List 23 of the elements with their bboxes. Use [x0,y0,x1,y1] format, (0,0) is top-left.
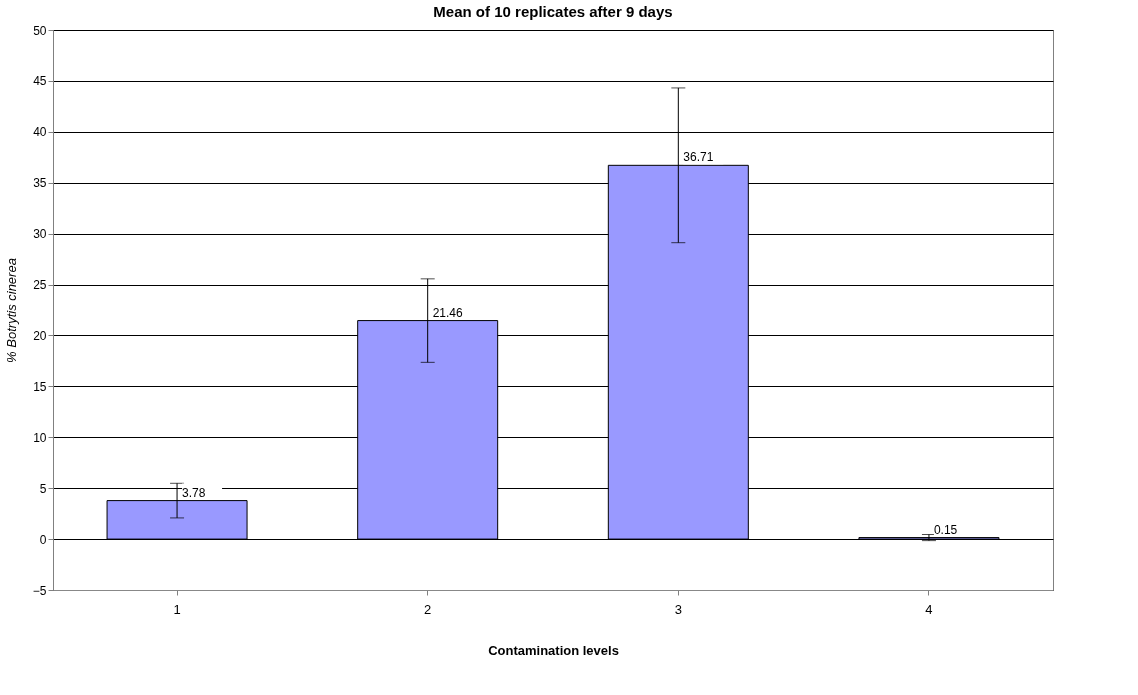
y-tick-label: 25 [33,278,47,293]
y-tick-label: 40 [33,125,47,140]
x-tick-label: 3 [674,601,682,617]
data-label: 0.15 [933,522,958,537]
x-axis-title: Contamination levels [488,642,619,658]
y-tick-label: 10 [33,430,47,445]
y-axis-title: % Botrytis cinerea [3,258,19,363]
chart-title: Mean of 10 replicates after 9 days [433,3,673,20]
data-label: 3.78 [182,485,206,500]
y-tick-label: 15 [33,379,47,394]
y-tick-label: −5 [32,583,47,598]
y-tick-label: 45 [33,74,47,89]
y-tick-label: 0 [39,532,47,547]
y-tick-label: 50 [33,23,47,38]
x-tick-label: 4 [925,601,933,617]
y-tick-label: 35 [33,176,47,191]
y-tick-label: 20 [33,328,47,343]
data-label: 21.46 [432,305,464,320]
y-tick-label: 30 [33,227,47,242]
data-label: 36.71 [683,150,714,165]
y-tick-label: 5 [39,481,47,496]
x-tick-label: 1 [173,601,181,617]
x-tick-label: 2 [424,601,432,617]
